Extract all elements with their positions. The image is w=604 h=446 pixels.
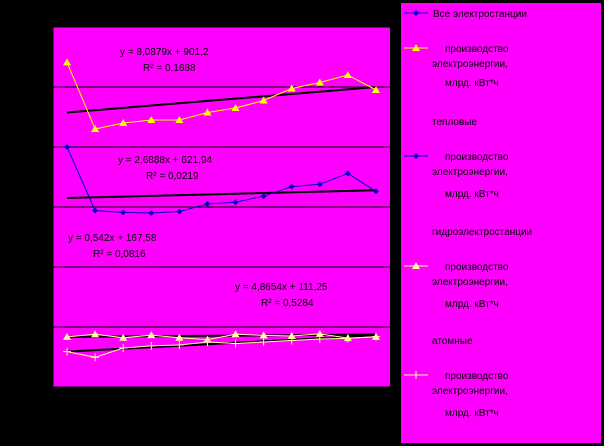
trendline-annotations: y = 8,0879x + 901,2 R² = 0,1688 y = 2,6888… bbox=[68, 47, 328, 309]
legend-entry-text: тепловые bbox=[432, 117, 477, 128]
legend-entry-text: Все электростанции bbox=[433, 9, 527, 20]
y-tick-label: 800 bbox=[32, 142, 49, 153]
trendline-r2: R² = 0,5284 bbox=[261, 298, 314, 309]
data-point bbox=[371, 86, 380, 93]
data-point bbox=[63, 347, 72, 356]
data-point bbox=[315, 335, 324, 343]
legend-entry-text: млрд. кВт*ч bbox=[445, 78, 499, 89]
legend-entry-text: производство bbox=[445, 152, 509, 163]
data-point bbox=[175, 341, 184, 349]
data-point bbox=[91, 330, 100, 338]
data-point bbox=[259, 338, 268, 346]
data-point bbox=[64, 144, 71, 150]
data-point bbox=[176, 208, 183, 215]
data-point bbox=[203, 108, 212, 116]
x-tick-labels: 990 995 000 001 002 003 004 005 006 007 008 009 bbox=[52, 387, 380, 413]
trendline bbox=[67, 189, 376, 199]
legend-swatch-marker bbox=[412, 44, 420, 51]
series-line bbox=[66, 336, 376, 358]
legend-entry-text: производство bbox=[445, 371, 509, 382]
y-tick-label: 1200 bbox=[27, 22, 50, 33]
trendline-equation: y = 8,0879x + 901,2 bbox=[120, 47, 209, 58]
data-point bbox=[91, 125, 100, 132]
legend-entry-text: производство bbox=[445, 262, 509, 273]
data-point bbox=[147, 341, 156, 350]
series-line bbox=[66, 62, 377, 130]
legend-entry-text: гидроэлектростанции bbox=[432, 227, 532, 238]
data-point bbox=[260, 193, 267, 200]
y-tick-label: 400 bbox=[32, 262, 49, 273]
trendline-r2: R² = 0,1688 bbox=[143, 63, 196, 74]
data-point bbox=[231, 104, 240, 111]
data-point bbox=[287, 336, 296, 345]
data-point bbox=[148, 210, 155, 216]
data-point bbox=[203, 338, 212, 346]
gridlines bbox=[53, 26, 390, 328]
data-point bbox=[316, 181, 323, 188]
trendline-equation: y = 4,8654x + 111,25 bbox=[235, 282, 328, 293]
data-point bbox=[204, 201, 211, 207]
legend-swatch-marker bbox=[412, 262, 420, 269]
data-point bbox=[259, 96, 268, 104]
data-point bbox=[175, 116, 184, 123]
data-point bbox=[119, 344, 128, 352]
data-point bbox=[231, 339, 240, 348]
data-point bbox=[315, 329, 324, 337]
data-point bbox=[372, 188, 379, 195]
legend-entry-text: атомные bbox=[432, 336, 473, 347]
trendline-equation: y = 0,542x + 167,58 bbox=[68, 233, 157, 244]
data-point bbox=[288, 183, 295, 190]
legend-swatch-marker bbox=[413, 10, 419, 16]
data-point bbox=[343, 71, 352, 78]
trendline bbox=[66, 86, 377, 114]
data-point bbox=[287, 332, 296, 339]
data-point bbox=[147, 116, 156, 123]
legend-entry-text: электроэнергии, bbox=[432, 386, 508, 397]
legend-swatch-marker bbox=[413, 153, 419, 159]
series-line bbox=[66, 333, 376, 341]
trendline-r2: R² = 0,0816 bbox=[93, 249, 146, 260]
y-tick-label: 600 bbox=[32, 202, 49, 213]
y-tick-label: 1000 bbox=[27, 82, 50, 93]
series-group bbox=[63, 58, 380, 362]
legend-entry-text: электроэнергии, bbox=[432, 277, 508, 288]
data-point bbox=[175, 333, 184, 341]
data-point bbox=[287, 84, 296, 92]
legend-entry-text: млрд. кВт*ч bbox=[445, 299, 499, 310]
data-point bbox=[119, 333, 128, 341]
data-point bbox=[63, 58, 72, 66]
y-tick-labels: 0 200 400 600 800 1000 1200 bbox=[27, 22, 50, 393]
legend-entry-text: электроэнергии, bbox=[432, 59, 508, 70]
trendline bbox=[66, 334, 377, 353]
data-point bbox=[232, 199, 239, 206]
legend-entry-text: производство bbox=[445, 44, 509, 55]
data-point bbox=[259, 331, 268, 339]
data-point bbox=[91, 353, 100, 362]
data-point bbox=[371, 332, 380, 341]
legend-entry-text: электроэнергии, bbox=[432, 167, 508, 178]
data-point bbox=[63, 332, 72, 340]
data-point bbox=[119, 119, 128, 126]
y-tick-label: 200 bbox=[32, 322, 49, 333]
legend-background bbox=[401, 3, 601, 443]
legend: Все электростанции производство электроэне… bbox=[401, 3, 601, 443]
data-point bbox=[344, 170, 351, 177]
data-point bbox=[92, 207, 99, 214]
data-point bbox=[315, 78, 324, 86]
data-point bbox=[120, 209, 127, 216]
data-point bbox=[343, 334, 352, 343]
data-point bbox=[147, 331, 156, 339]
data-point bbox=[231, 330, 240, 338]
trendline-equation: y = 2,6888x + 621,94 bbox=[118, 155, 212, 166]
legend-entry-text: млрд. кВт*ч bbox=[445, 408, 499, 419]
y-tick-label: 0 bbox=[43, 382, 49, 393]
series-line bbox=[66, 146, 377, 214]
legend-entry-text: млрд. кВт*ч bbox=[445, 189, 499, 200]
trendline-r2: R² = 0,0219 bbox=[146, 171, 199, 182]
